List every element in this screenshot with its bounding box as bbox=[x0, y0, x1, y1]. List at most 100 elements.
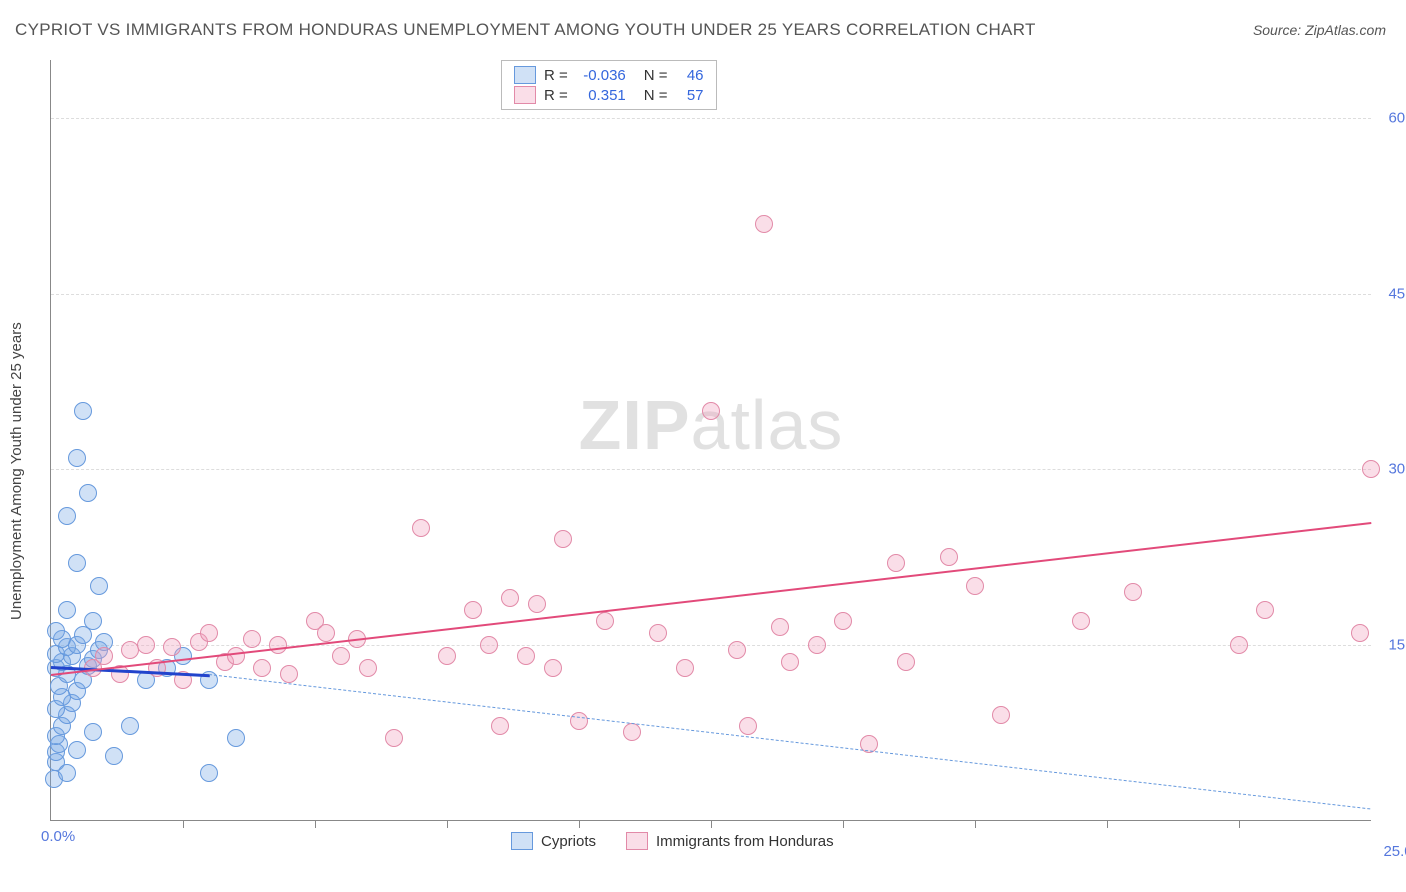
marker-honduras-icon bbox=[501, 589, 519, 607]
n-label: N = bbox=[644, 67, 668, 84]
x-tick bbox=[843, 820, 844, 828]
marker-cypriots-icon bbox=[68, 554, 86, 572]
n-label: N = bbox=[644, 87, 668, 104]
marker-cypriots-icon bbox=[90, 577, 108, 595]
marker-cypriots-icon bbox=[58, 507, 76, 525]
marker-honduras-icon bbox=[95, 647, 113, 665]
y-tick-label: 30.0% bbox=[1388, 461, 1406, 478]
marker-honduras-icon bbox=[897, 653, 915, 671]
x-tick bbox=[579, 820, 580, 828]
x-tick bbox=[1239, 820, 1240, 828]
stats-row: R = 0.351 N = 57 bbox=[514, 85, 704, 105]
marker-cypriots-icon bbox=[227, 729, 245, 747]
legend-item: Cypriots bbox=[511, 832, 596, 850]
marker-honduras-icon bbox=[412, 519, 430, 537]
x-axis-end-label: 25.0% bbox=[1383, 843, 1406, 860]
source-attribution: Source: ZipAtlas.com bbox=[1253, 22, 1386, 38]
marker-honduras-icon bbox=[528, 595, 546, 613]
marker-honduras-icon bbox=[1124, 583, 1142, 601]
marker-honduras-icon bbox=[1256, 601, 1274, 619]
marker-cypriots-icon bbox=[74, 402, 92, 420]
marker-honduras-icon bbox=[1072, 612, 1090, 630]
trend-line bbox=[51, 522, 1371, 676]
marker-honduras-icon bbox=[623, 723, 641, 741]
gridline bbox=[51, 469, 1371, 470]
r-label: R = bbox=[544, 87, 568, 104]
marker-honduras-icon bbox=[808, 636, 826, 654]
marker-honduras-icon bbox=[570, 712, 588, 730]
r-label: R = bbox=[544, 67, 568, 84]
marker-honduras-icon bbox=[480, 636, 498, 654]
marker-honduras-icon bbox=[280, 665, 298, 683]
chart-title: CYPRIOT VS IMMIGRANTS FROM HONDURAS UNEM… bbox=[15, 20, 1036, 40]
marker-honduras-icon bbox=[227, 647, 245, 665]
marker-honduras-icon bbox=[332, 647, 350, 665]
marker-honduras-icon bbox=[253, 659, 271, 677]
marker-honduras-icon bbox=[491, 717, 509, 735]
y-tick-label: 15.0% bbox=[1388, 636, 1406, 653]
marker-honduras-icon bbox=[781, 653, 799, 671]
legend-item: Immigrants from Honduras bbox=[626, 832, 834, 850]
marker-honduras-icon bbox=[544, 659, 562, 677]
watermark-bold: ZIP bbox=[579, 386, 691, 464]
marker-honduras-icon bbox=[596, 612, 614, 630]
r-value: 0.351 bbox=[576, 87, 626, 104]
x-axis-origin-label: 0.0% bbox=[41, 828, 75, 845]
marker-cypriots-icon bbox=[84, 612, 102, 630]
marker-honduras-icon bbox=[966, 577, 984, 595]
x-tick bbox=[183, 820, 184, 828]
legend-label: Immigrants from Honduras bbox=[656, 833, 834, 850]
marker-honduras-icon bbox=[200, 624, 218, 642]
marker-honduras-icon bbox=[887, 554, 905, 572]
trend-line bbox=[209, 674, 1371, 809]
marker-honduras-icon bbox=[1351, 624, 1369, 642]
y-tick-label: 60.0% bbox=[1388, 110, 1406, 127]
marker-honduras-icon bbox=[359, 659, 377, 677]
marker-honduras-icon bbox=[1230, 636, 1248, 654]
marker-honduras-icon bbox=[992, 706, 1010, 724]
swatch-icon bbox=[626, 832, 648, 850]
marker-honduras-icon bbox=[317, 624, 335, 642]
marker-honduras-icon bbox=[269, 636, 287, 654]
n-value: 57 bbox=[676, 87, 704, 104]
marker-cypriots-icon bbox=[68, 449, 86, 467]
marker-cypriots-icon bbox=[200, 764, 218, 782]
marker-honduras-icon bbox=[702, 402, 720, 420]
marker-honduras-icon bbox=[755, 215, 773, 233]
marker-cypriots-icon bbox=[68, 741, 86, 759]
marker-honduras-icon bbox=[676, 659, 694, 677]
marker-cypriots-icon bbox=[58, 601, 76, 619]
x-tick bbox=[711, 820, 712, 828]
watermark-text: ZIPatlas bbox=[579, 385, 844, 465]
marker-honduras-icon bbox=[834, 612, 852, 630]
stats-row: R = -0.036 N = 46 bbox=[514, 65, 704, 85]
n-value: 46 bbox=[676, 67, 704, 84]
marker-honduras-icon bbox=[771, 618, 789, 636]
marker-cypriots-icon bbox=[121, 717, 139, 735]
swatch-icon bbox=[514, 86, 536, 104]
swatch-icon bbox=[511, 832, 533, 850]
marker-honduras-icon bbox=[438, 647, 456, 665]
r-value: -0.036 bbox=[576, 67, 626, 84]
marker-cypriots-icon bbox=[84, 723, 102, 741]
marker-cypriots-icon bbox=[58, 764, 76, 782]
marker-honduras-icon bbox=[728, 641, 746, 659]
marker-honduras-icon bbox=[649, 624, 667, 642]
x-tick bbox=[975, 820, 976, 828]
x-tick bbox=[447, 820, 448, 828]
marker-honduras-icon bbox=[517, 647, 535, 665]
marker-honduras-icon bbox=[739, 717, 757, 735]
scatter-plot-area: ZIPatlas R = -0.036 N = 46 R = 0.351 N =… bbox=[50, 60, 1371, 821]
gridline bbox=[51, 294, 1371, 295]
x-tick bbox=[315, 820, 316, 828]
y-axis-label: Unemployment Among Youth under 25 years bbox=[8, 322, 25, 620]
x-tick bbox=[1107, 820, 1108, 828]
bottom-legend: Cypriots Immigrants from Honduras bbox=[511, 832, 834, 850]
marker-cypriots-icon bbox=[79, 484, 97, 502]
marker-honduras-icon bbox=[1362, 460, 1380, 478]
marker-cypriots-icon bbox=[105, 747, 123, 765]
marker-cypriots-icon bbox=[47, 622, 65, 640]
y-tick-label: 45.0% bbox=[1388, 285, 1406, 302]
swatch-icon bbox=[514, 66, 536, 84]
marker-honduras-icon bbox=[464, 601, 482, 619]
